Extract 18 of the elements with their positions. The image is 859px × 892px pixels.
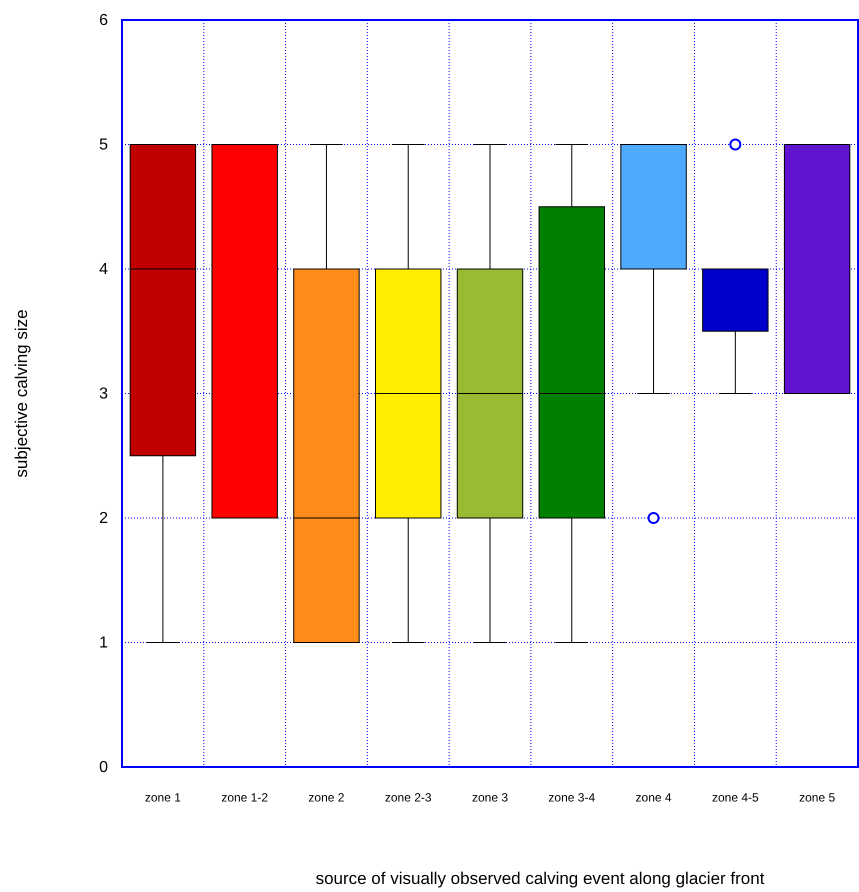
y-tick-label: 6 — [99, 12, 108, 30]
x-tick-label: zone 3 — [472, 790, 508, 805]
x-tick-label: zone 5 — [799, 790, 836, 805]
x-tick-label: zone 2 — [308, 790, 345, 805]
x-tick-label: zone 1 — [144, 790, 182, 805]
y-tick-label: 4 — [99, 261, 108, 278]
y-tick-label: 0 — [99, 759, 108, 776]
y-tick-label: 3 — [99, 386, 108, 403]
x-tick-label: zone 3-4 — [548, 790, 596, 805]
x-tick-label: zone 4 — [636, 790, 672, 805]
y-axis-title: subjective calving size — [12, 309, 31, 478]
y-tick-label: 5 — [99, 136, 108, 154]
x-tick-label: zone 4-5 — [712, 790, 760, 805]
y-tick-label: 1 — [99, 634, 108, 652]
x-tick-label: zone 1-2 — [221, 790, 268, 805]
x-axis-title: source of visually observed calving event along glacier front — [316, 869, 765, 888]
x-tick-label: zone 2-3 — [384, 790, 432, 805]
y-tick-label: 2 — [99, 510, 108, 528]
